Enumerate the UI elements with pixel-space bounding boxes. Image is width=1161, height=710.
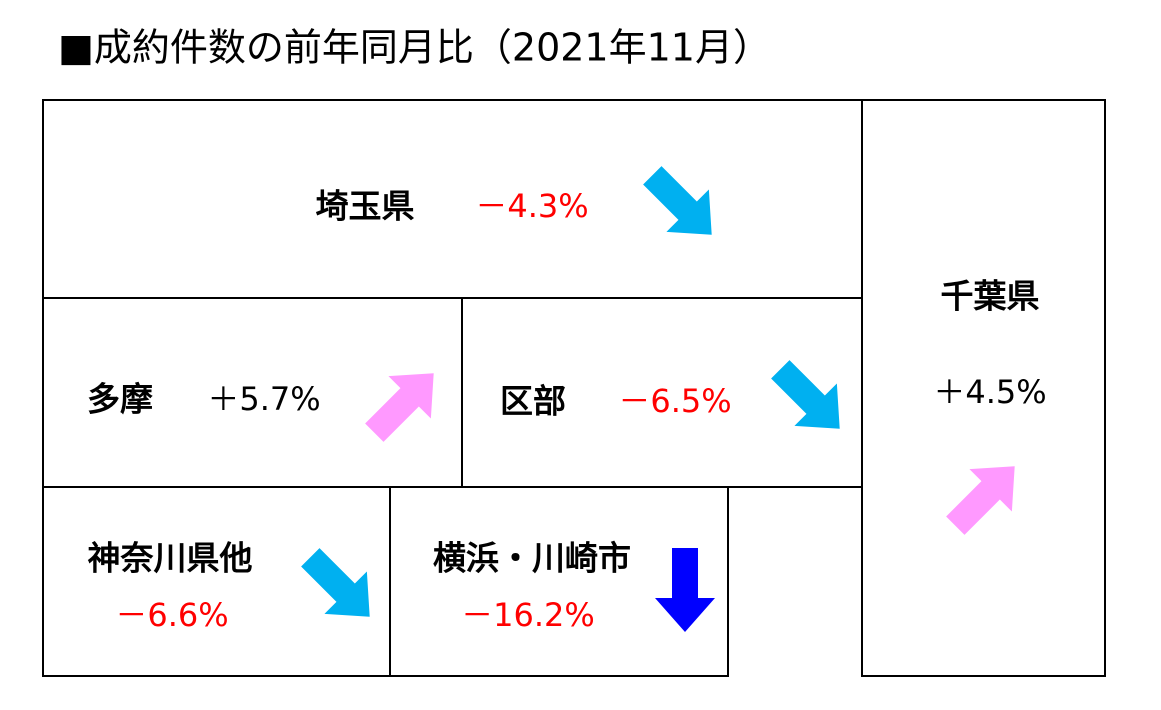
region-box [389,486,729,677]
arrow-down [289,536,391,638]
region-change: －6.6% [115,596,228,634]
arrow-down [655,548,715,632]
region-name: 区部 [500,382,566,421]
region-name: 千葉県 [941,277,1040,316]
arrow-up [934,445,1036,547]
arrow-up [353,352,455,454]
region-name: 多摩 [87,380,153,419]
region-name: 神奈川県他 [88,539,253,578]
title: ■成約件数の前年同月比（2021年11月） [58,26,771,70]
region-change: －6.5% [618,382,731,420]
region-name: 埼玉県 [316,187,415,226]
arrow-down [759,348,861,450]
region-change: ＋4.5% [933,373,1046,411]
region-change: －4.3% [475,187,588,225]
arrow-down [631,154,733,256]
region-change: ＋5.7% [207,380,320,418]
region-box [42,99,863,299]
region-name: 横浜・川崎市 [433,539,631,578]
region-change: －16.2% [461,596,595,634]
